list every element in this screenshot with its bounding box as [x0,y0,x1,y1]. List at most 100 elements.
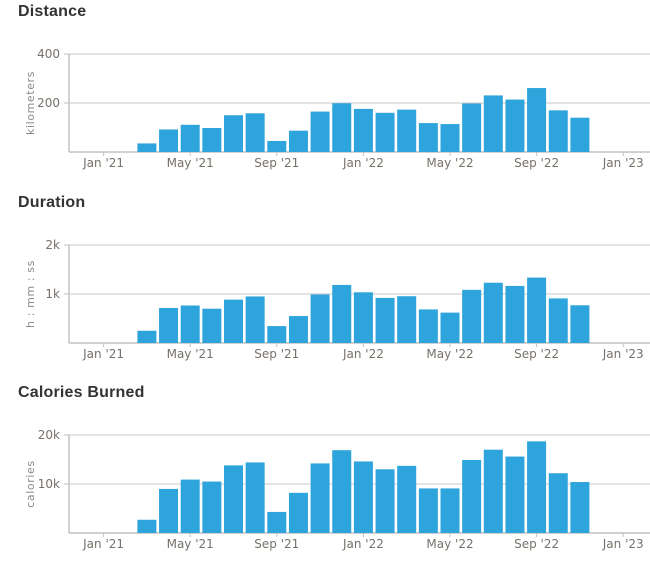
bar-mar-21[interactable] [137,519,157,533]
bar-apr-22[interactable] [418,488,438,533]
bar-jul-22[interactable] [483,449,503,533]
y-axis-unit-label: kilometers [24,71,37,135]
bar-may-22[interactable] [440,312,460,343]
bar-oct-22[interactable] [548,473,568,533]
bar-sep-21[interactable] [267,140,287,152]
bar-may-21[interactable] [180,479,200,533]
bar-sep-22[interactable] [527,88,547,152]
y-tick-label-20k: 20k [38,428,60,442]
bar-jun-21[interactable] [202,127,222,152]
bar-apr-21[interactable] [159,488,179,533]
x-tick-label: Sep '21 [254,537,299,551]
bar-jun-22[interactable] [462,289,482,343]
y-axis-unit-label: calories [24,460,37,507]
bar-feb-22[interactable] [375,112,395,152]
x-tick-label: May '22 [426,156,473,170]
bar-may-21[interactable] [180,124,200,152]
bar-mar-21[interactable] [137,143,157,152]
x-tick-label: May '21 [167,347,214,361]
bar-apr-22[interactable] [418,123,438,152]
bar-jan-22[interactable] [353,108,373,152]
calories-bar-chart: 10k 20k calories Jan '21 May '21 Sep '21 Jan '… [24,428,650,551]
bar-jul-21[interactable] [224,465,243,533]
bar-apr-22[interactable] [418,309,438,343]
bar-mar-21[interactable] [137,330,157,343]
x-tick-label: Sep '21 [254,347,299,361]
bar-jun-21[interactable] [202,308,222,343]
x-tick-label: Jan '22 [342,347,384,361]
bar-dec-21[interactable] [332,450,352,533]
x-tick-label: Jan '21 [82,537,124,551]
bar-aug-21[interactable] [245,462,265,533]
bar-mar-22[interactable] [397,109,417,152]
x-tick-label: May '21 [167,537,214,551]
bar-nov-21[interactable] [310,111,330,152]
bar-oct-22[interactable] [548,298,568,343]
bar-nov-22[interactable] [570,117,590,152]
bar-nov-22[interactable] [570,482,590,533]
bar-oct-22[interactable] [548,110,568,152]
x-tick-label: Jan '23 [602,156,644,170]
x-tick-label: Jan '23 [602,537,644,551]
x-tick-label: Jan '23 [602,347,644,361]
duration-chart-title: Duration [18,194,86,211]
x-tick-label: Jan '21 [82,156,124,170]
x-tick-label: May '22 [426,347,473,361]
bar-aug-21[interactable] [245,113,265,152]
bar-may-22[interactable] [440,124,460,152]
bar-mar-22[interactable] [397,296,417,343]
x-tick-label: Jan '22 [342,537,384,551]
bar-oct-21[interactable] [288,130,308,152]
bar-jul-22[interactable] [483,95,503,152]
bar-aug-21[interactable] [245,296,265,343]
bar-sep-21[interactable] [267,511,287,533]
bar-may-22[interactable] [440,488,460,533]
bar-jan-22[interactable] [353,292,373,343]
x-tick-label: Jan '22 [342,156,384,170]
duration-bar-chart: 1k 2k h : mm : ss Jan '21 May '21 Sep '21 Jan … [24,238,650,361]
y-tick-label-400: 400 [37,47,60,61]
bar-feb-22[interactable] [375,469,395,533]
bar-nov-22[interactable] [570,305,590,343]
bar-aug-22[interactable] [505,285,525,343]
x-tick-label: Sep '22 [514,537,559,551]
bar-feb-22[interactable] [375,297,395,343]
bar-dec-21[interactable] [332,103,352,152]
duration-section: Duration 1k 2k h : mm : ss Jan '21 May '21 Se… [0,193,650,383]
x-tick-label: May '21 [167,156,214,170]
bar-jun-21[interactable] [202,481,222,533]
y-tick-label-1k: 1k [45,287,60,301]
bar-sep-22[interactable] [527,277,547,343]
bar-sep-21[interactable] [267,326,287,343]
distance-section: Distance 200 400 kilometers Jan '21 May '21 S… [0,2,650,192]
bar-mar-22[interactable] [397,465,417,533]
bar-nov-21[interactable] [310,294,330,343]
y-axis-unit-label: h : mm : ss [24,260,37,328]
bar-aug-22[interactable] [505,99,525,152]
bar-apr-21[interactable] [159,307,179,343]
bar-jun-22[interactable] [462,459,482,533]
bar-apr-21[interactable] [159,129,179,152]
x-tick-label: Sep '22 [514,156,559,170]
x-tick-label: Jan '21 [82,347,124,361]
bar-jul-21[interactable] [224,299,243,343]
bar-oct-21[interactable] [288,492,308,533]
bar-aug-22[interactable] [505,456,525,533]
bar-jul-22[interactable] [483,282,503,343]
bar-jul-21[interactable] [224,115,243,152]
calories-section: Calories Burned 10k 20k calories Jan '21 May… [0,383,650,573]
bar-sep-22[interactable] [527,441,547,533]
x-tick-label: Sep '22 [514,347,559,361]
bar-jan-22[interactable] [353,461,373,533]
distance-chart-title: Distance [18,3,87,20]
bar-oct-21[interactable] [288,316,308,343]
bar-jun-22[interactable] [462,103,482,152]
bar-nov-21[interactable] [310,463,330,533]
bar-dec-21[interactable] [332,284,352,343]
bar-may-21[interactable] [180,305,200,343]
x-tick-label: Sep '21 [254,156,299,170]
calories-chart-title: Calories Burned [18,384,145,401]
x-tick-label: May '22 [426,537,473,551]
